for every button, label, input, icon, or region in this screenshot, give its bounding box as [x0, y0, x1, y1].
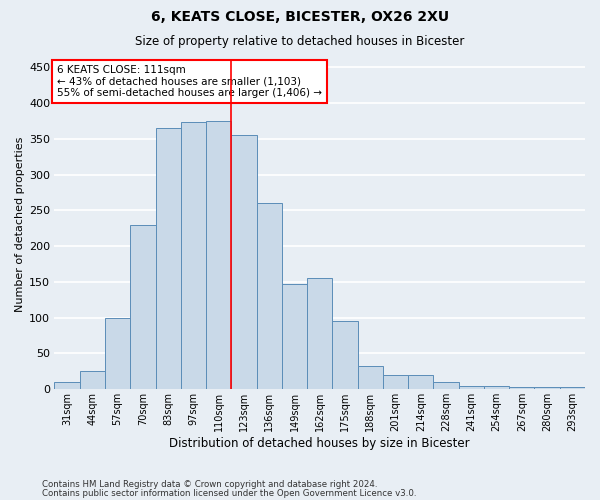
Bar [484, 386, 509, 390]
Text: Contains public sector information licensed under the Open Government Licence v3: Contains public sector information licen… [42, 488, 416, 498]
Bar [155, 128, 181, 390]
Bar [358, 366, 383, 390]
Bar [408, 375, 433, 390]
Bar [509, 387, 535, 390]
Bar [535, 387, 560, 390]
Bar [560, 387, 585, 390]
Bar [232, 135, 257, 390]
Bar [206, 121, 232, 390]
Text: Size of property relative to detached houses in Bicester: Size of property relative to detached ho… [136, 35, 464, 48]
Y-axis label: Number of detached properties: Number of detached properties [15, 137, 25, 312]
Bar [307, 278, 332, 390]
Bar [282, 284, 307, 390]
Bar [181, 122, 206, 390]
Bar [332, 322, 358, 390]
Bar [458, 386, 484, 390]
Text: Contains HM Land Registry data © Crown copyright and database right 2024.: Contains HM Land Registry data © Crown c… [42, 480, 377, 489]
Bar [433, 382, 458, 390]
X-axis label: Distribution of detached houses by size in Bicester: Distribution of detached houses by size … [169, 437, 470, 450]
Text: 6 KEATS CLOSE: 111sqm
← 43% of detached houses are smaller (1,103)
55% of semi-d: 6 KEATS CLOSE: 111sqm ← 43% of detached … [57, 65, 322, 98]
Bar [80, 370, 105, 390]
Text: 6, KEATS CLOSE, BICESTER, OX26 2XU: 6, KEATS CLOSE, BICESTER, OX26 2XU [151, 10, 449, 24]
Bar [257, 203, 282, 390]
Bar [105, 318, 130, 390]
Bar [383, 375, 408, 390]
Bar [130, 224, 155, 390]
Bar [55, 382, 80, 390]
